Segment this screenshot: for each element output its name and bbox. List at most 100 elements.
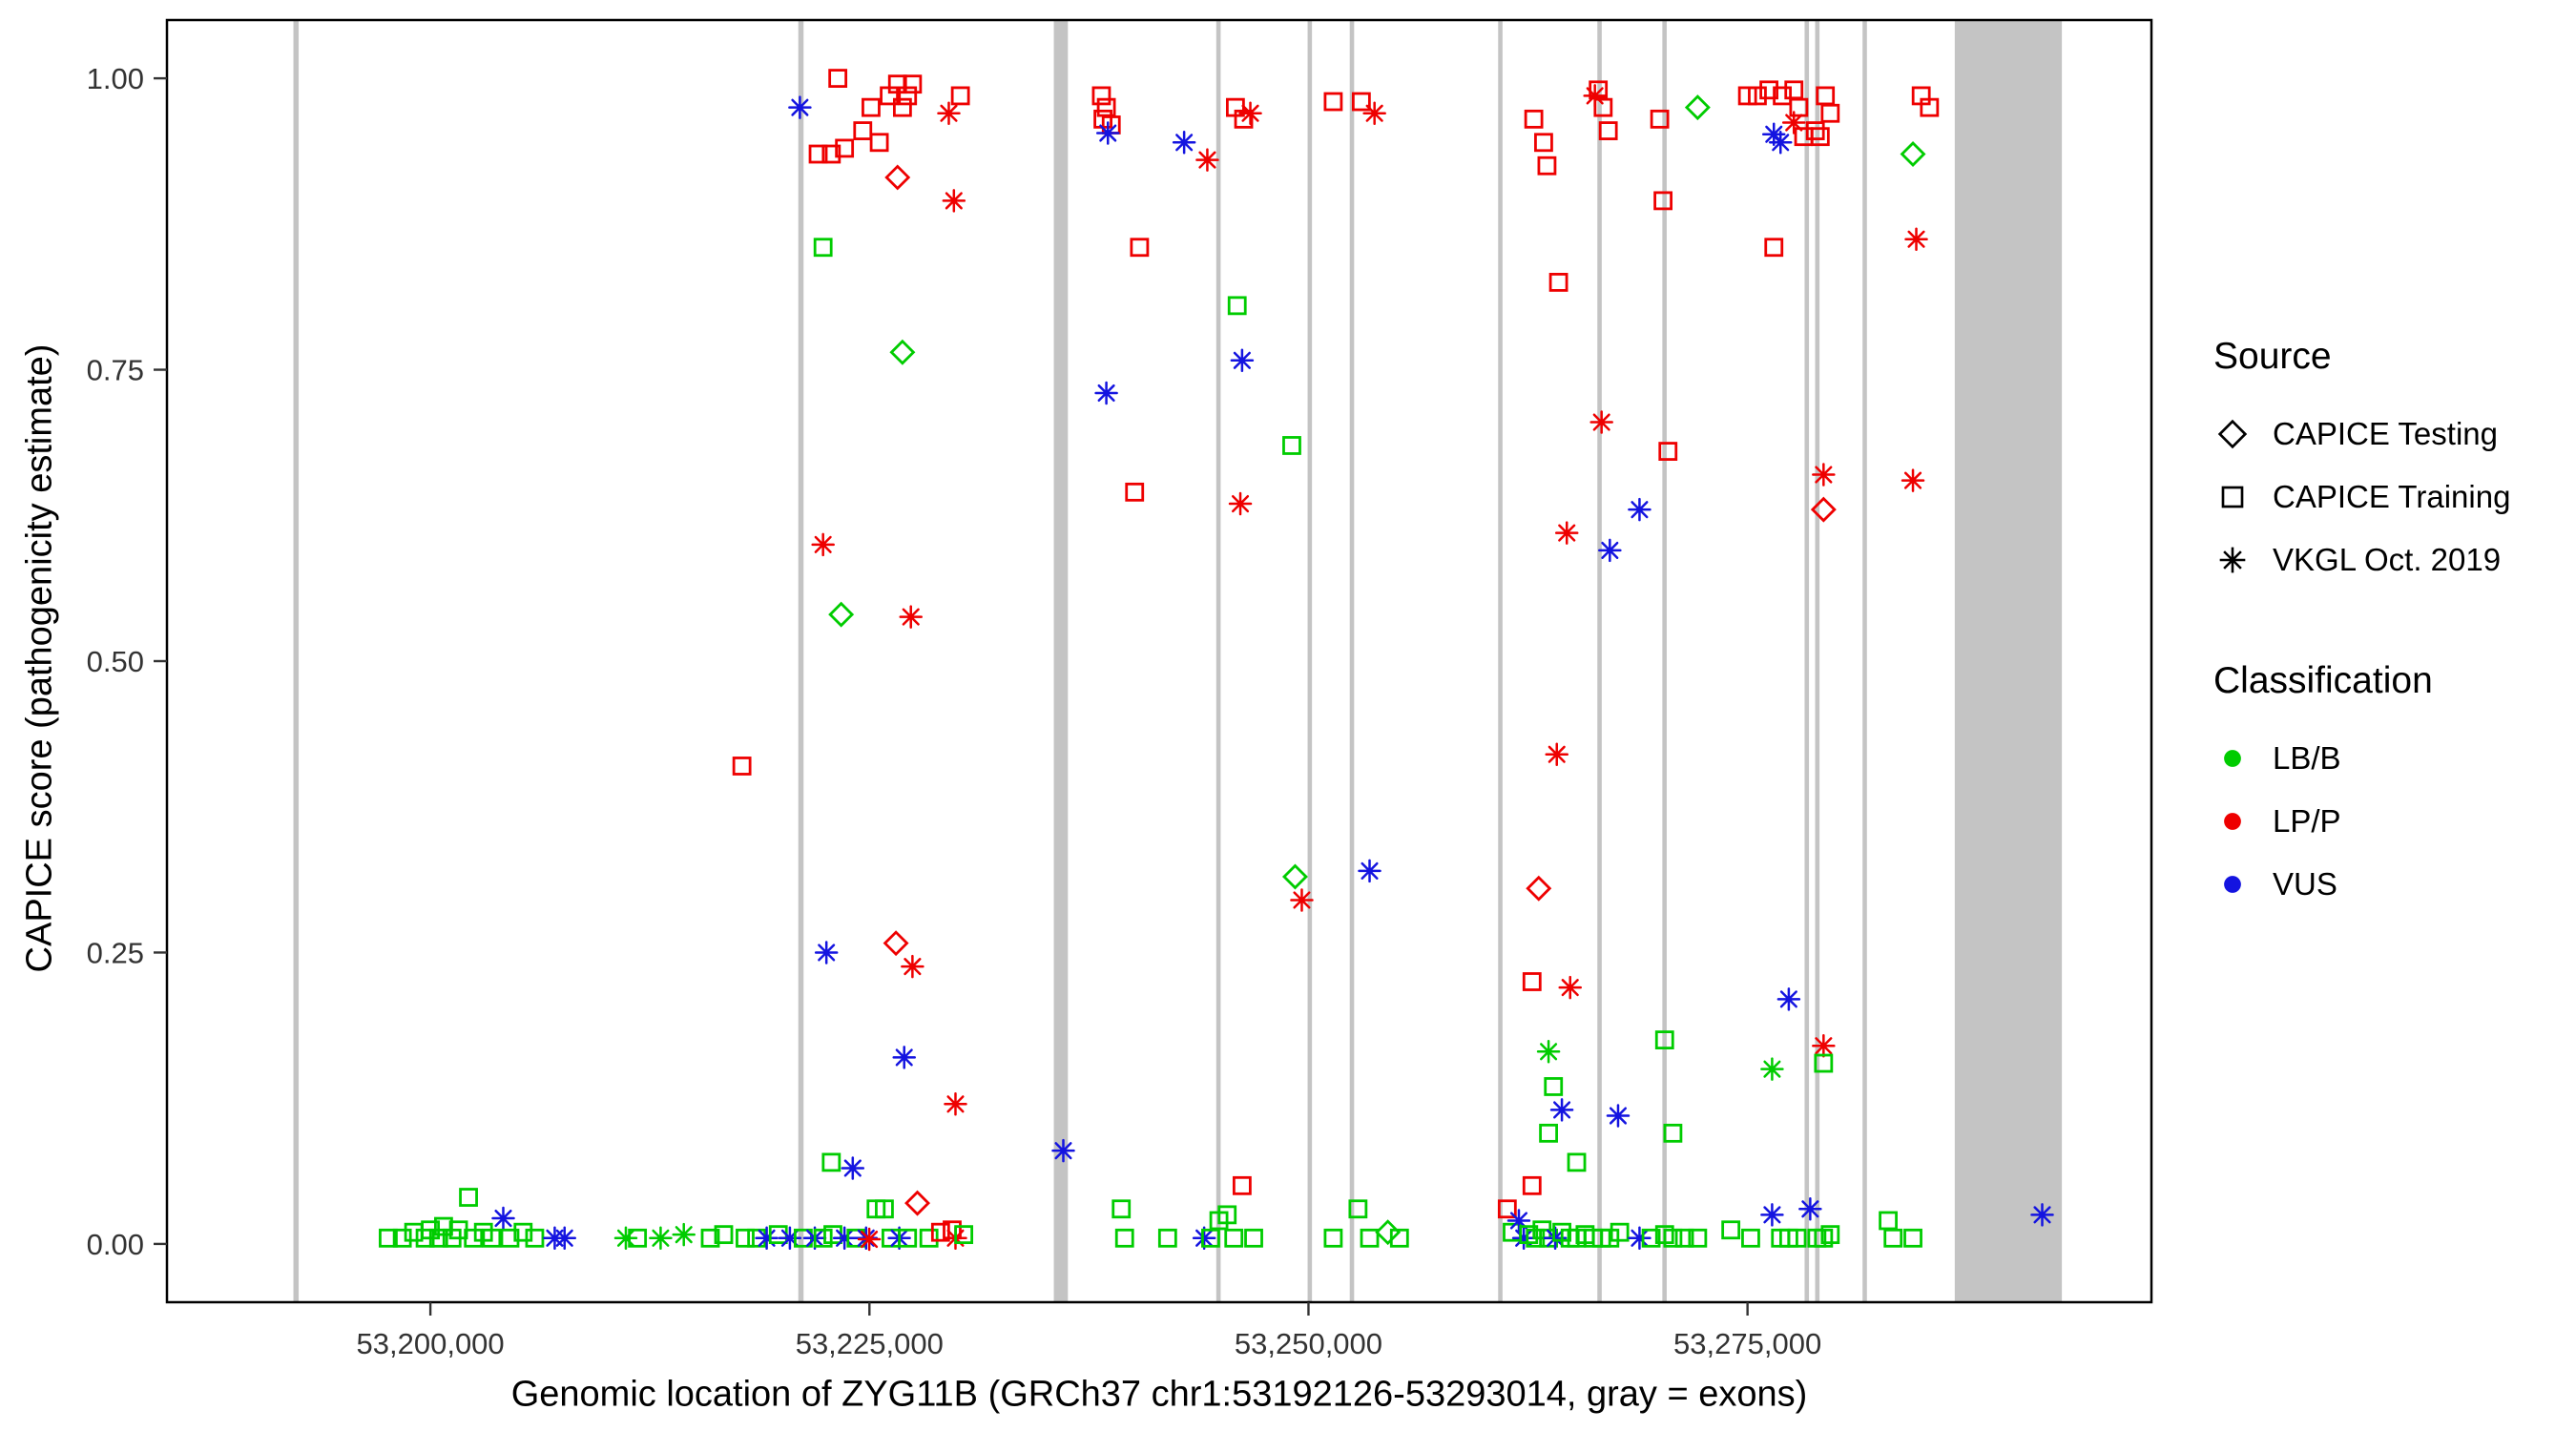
data-point — [778, 1226, 802, 1251]
legend-classification-title: Classification — [2213, 660, 2433, 701]
data-point — [1549, 1098, 1574, 1122]
data-point — [1598, 121, 1618, 140]
data-point — [649, 1226, 673, 1251]
data-point — [1589, 410, 1613, 434]
green-dot-icon — [2224, 750, 2241, 767]
data-point — [1539, 1123, 1558, 1143]
data-point — [1820, 1225, 1840, 1245]
data-point — [903, 74, 923, 94]
data-point — [899, 605, 923, 629]
data-point — [1130, 238, 1150, 258]
data-point — [1281, 863, 1308, 890]
data-point — [1554, 521, 1579, 545]
data-point — [2030, 1203, 2054, 1227]
data-point — [1522, 1175, 1542, 1195]
data-point — [1879, 1211, 1898, 1231]
data-point — [500, 1228, 520, 1248]
data-point — [1781, 111, 1806, 135]
data-point — [1230, 348, 1255, 373]
data-point — [1737, 86, 1757, 106]
data-point — [1810, 496, 1837, 523]
data-point — [937, 101, 961, 125]
data-point — [1114, 1228, 1134, 1248]
legend-item-label: LP/P — [2273, 803, 2341, 839]
data-point — [1096, 121, 1120, 145]
data-point — [482, 1228, 502, 1248]
data-point — [862, 97, 881, 117]
legend-item-lpp: LP/P — [2213, 790, 2566, 853]
data-point — [901, 954, 924, 979]
x-tick-label: 53,275,000 — [1673, 1327, 1821, 1360]
legend: Source CAPICE Testing CAPICE Training VK… — [2213, 336, 2566, 916]
legend-item-vus: VUS — [2213, 853, 2566, 916]
data-point — [1351, 92, 1371, 112]
data-point — [1537, 156, 1557, 176]
data-point — [1282, 436, 1301, 455]
data-point — [1232, 1175, 1252, 1195]
data-point — [1362, 101, 1386, 125]
data-point — [1192, 1226, 1216, 1251]
data-point — [1721, 1220, 1741, 1240]
data-point — [1814, 1228, 1834, 1248]
data-point — [1195, 148, 1219, 172]
data-point — [379, 1228, 398, 1248]
legend-source-title: Source — [2213, 336, 2332, 377]
data-point — [1776, 987, 1801, 1011]
data-point — [1654, 1030, 1674, 1049]
exon-bar — [1498, 20, 1503, 1302]
data-point — [821, 1152, 841, 1172]
data-point — [1323, 92, 1343, 112]
data-point — [1674, 1228, 1694, 1248]
x-axis-title: Genomic location of ZYG11B (GRCh37 chr1:… — [510, 1374, 1808, 1415]
data-point — [898, 86, 918, 106]
exon-bar — [1804, 20, 1810, 1302]
data-point — [1904, 227, 1928, 251]
data-point — [808, 144, 828, 164]
data-point — [821, 144, 841, 164]
data-point — [1628, 1226, 1652, 1251]
data-point — [1524, 109, 1544, 129]
data-point — [1773, 86, 1792, 106]
x-tick-label: 53,200,000 — [357, 1327, 505, 1360]
x-tick-label: 53,225,000 — [796, 1327, 944, 1360]
legend-item-vkgl: VKGL Oct. 2019 — [2213, 529, 2566, 591]
data-point — [835, 138, 855, 158]
data-point — [1224, 1228, 1244, 1248]
y-axis-title: CAPICE score (pathogenicity estimate) — [19, 343, 60, 973]
data-point — [1358, 859, 1381, 883]
data-point — [1610, 1222, 1630, 1242]
exon-bar — [1862, 20, 1867, 1302]
data-point — [832, 1226, 857, 1251]
legend-source-section: Source CAPICE Testing CAPICE Training VK… — [2213, 336, 2566, 591]
data-point — [1628, 497, 1652, 522]
data-point — [1810, 127, 1830, 147]
data-point — [404, 1222, 424, 1242]
exon-bar — [1597, 20, 1602, 1302]
exon-bar — [1954, 20, 2063, 1302]
data-point — [736, 1228, 755, 1248]
data-point — [1748, 86, 1767, 106]
data-point — [1545, 742, 1568, 766]
data-point — [942, 189, 966, 213]
data-point — [1920, 97, 1940, 117]
data-point — [813, 1228, 833, 1248]
y-tick-label: 1.00 — [87, 62, 144, 95]
data-point — [428, 1228, 448, 1248]
data-point — [613, 1226, 638, 1251]
data-point — [1883, 1228, 1903, 1248]
data-point — [1348, 1199, 1368, 1219]
data-point — [1217, 1205, 1237, 1225]
legend-item-label: CAPICE Training — [2273, 479, 2511, 514]
data-point — [883, 930, 909, 957]
data-point — [1172, 131, 1196, 155]
data-point — [857, 1227, 882, 1252]
data-point — [841, 1156, 865, 1180]
legend-item-label: CAPICE Testing — [2273, 416, 2498, 451]
data-point — [1360, 1228, 1380, 1248]
data-point — [954, 1225, 974, 1245]
data-point — [525, 1228, 545, 1248]
exon-bar — [293, 20, 300, 1302]
data-point — [1094, 381, 1118, 405]
